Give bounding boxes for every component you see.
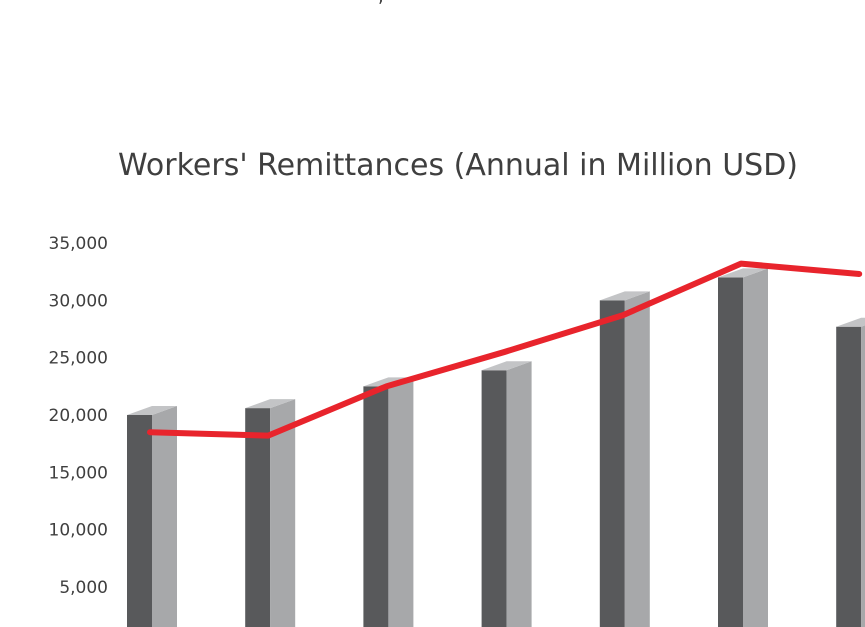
bar-series <box>127 268 865 627</box>
bar-front-face <box>599 300 625 627</box>
y-tick-label: 30,000 <box>49 291 108 311</box>
bar-side-face <box>861 325 865 627</box>
y-tick-label: 15,000 <box>49 463 108 483</box>
bar-side-face <box>152 406 177 627</box>
bar-front-face <box>481 370 507 627</box>
bar-top-face <box>127 406 177 415</box>
bar-front-face <box>127 415 152 627</box>
bar-side-face <box>388 377 414 627</box>
bar <box>363 377 414 627</box>
bar <box>127 406 177 627</box>
bar-side-face <box>506 361 532 627</box>
y-tick-label: 35,000 <box>49 234 108 254</box>
bar <box>245 399 296 627</box>
y-tick-label: 5,000 <box>59 578 108 598</box>
bar <box>718 268 768 627</box>
bar-front-face <box>718 277 743 627</box>
chart-title: Workers' Remittances (Annual in Million … <box>118 148 798 183</box>
bar-side-face <box>270 399 296 627</box>
bar-top-face <box>481 361 532 371</box>
bar-top-face <box>599 291 650 301</box>
y-axis-ticks: 5,000 10,000 15,000 20,000 25,000 30,000 35,00… <box>49 234 108 598</box>
y-tick-label: 25,000 <box>49 349 108 369</box>
y-tick-label: 10,000 <box>49 521 108 541</box>
bar-front-face <box>245 408 271 627</box>
bar-side-face <box>624 291 650 627</box>
bar-front-face <box>363 386 389 627</box>
bar-top-face <box>836 317 865 327</box>
bar-side-face <box>743 268 768 627</box>
bar <box>481 361 532 627</box>
bar-top-face <box>245 399 296 409</box>
line-series <box>147 260 863 439</box>
bar <box>836 317 865 627</box>
bar-top-face <box>718 268 768 278</box>
cropped-header-text: , <box>378 0 384 7</box>
bar <box>599 291 650 627</box>
bar-front-face <box>836 326 862 627</box>
y-tick-label: 20,000 <box>49 406 108 426</box>
